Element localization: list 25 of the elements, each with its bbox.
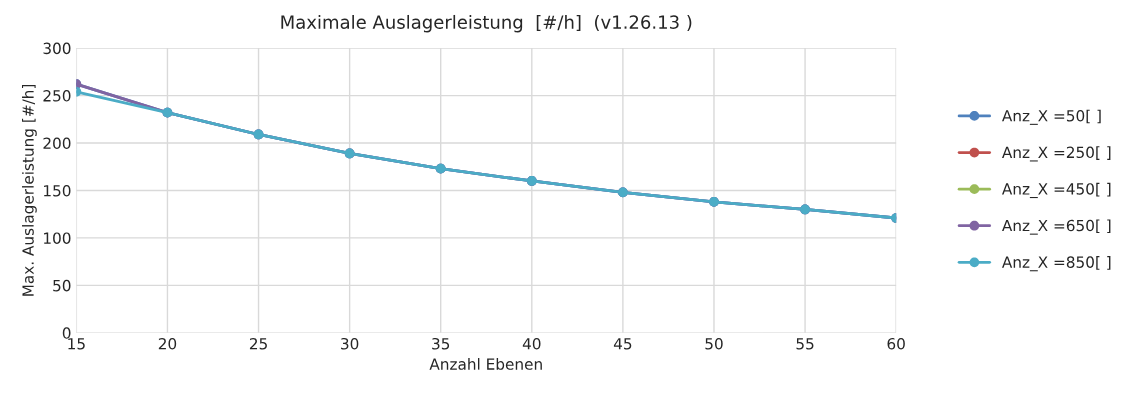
x-tick-label: 55 (796, 338, 814, 350)
y-tick-label: 300 (43, 42, 71, 55)
x-axis-title: Anzahl Ebenen (429, 358, 542, 370)
y-tick-label: 0 (62, 327, 71, 339)
y-tick-label: 100 (44, 232, 71, 244)
legend-label: Anz_X =650[ ] (1001, 219, 1111, 235)
y-axis-title: Max. Auslagerleistung [#/h] (22, 84, 37, 296)
chart-title: Maximale Auslagerleistung [#/h] (v1.26.13 ) (281, 14, 692, 33)
x-tick-label: 40 (522, 337, 541, 350)
x-tick-label: 50 (705, 337, 723, 350)
x-tick-label: 25 (249, 337, 267, 350)
x-tick-label: 30 (341, 337, 359, 350)
y-tick-label: 250 (43, 90, 71, 102)
y-tick-label: 50 (53, 279, 71, 292)
legend-label: Anz_X =450[ ] (1001, 182, 1111, 199)
y-tick-label: 150 (44, 184, 71, 197)
legend-label: Anz_X =250[ ] (1001, 146, 1111, 162)
legend-label: Anz_X =50[ ] (1001, 109, 1101, 125)
legend-label: Anz_X =850[ ] (1001, 256, 1111, 272)
x-tick-label: 60 (887, 337, 905, 350)
x-tick-label: 20 (158, 337, 177, 350)
x-tick-label: 35 (432, 337, 450, 350)
y-tick-label: 200 (43, 137, 71, 150)
x-tick-label: 15 (68, 338, 85, 350)
x-tick-label: 45 (613, 338, 632, 350)
